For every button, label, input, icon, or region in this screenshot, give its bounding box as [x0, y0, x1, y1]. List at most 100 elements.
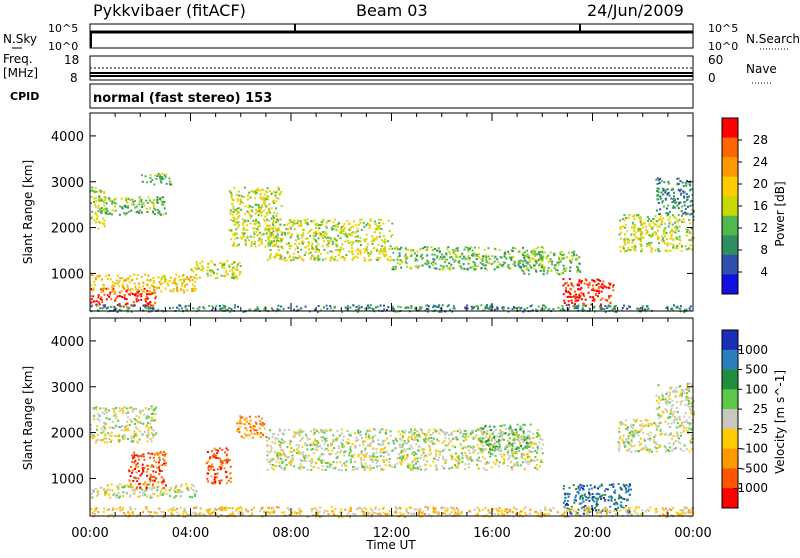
data-cell — [539, 438, 541, 440]
data-cell — [314, 432, 316, 434]
data-cell — [443, 256, 445, 258]
data-cell — [267, 243, 269, 245]
data-cell — [592, 496, 594, 498]
data-cell — [251, 243, 253, 245]
data-cell — [281, 467, 283, 469]
data-cell — [146, 471, 148, 473]
colorbar-segment — [722, 216, 738, 236]
data-cell — [376, 466, 378, 468]
data-cell — [146, 487, 148, 489]
data-cell — [150, 474, 152, 476]
data-cell — [447, 444, 449, 446]
data-cell — [658, 219, 660, 221]
data-cell — [161, 476, 163, 478]
data-cell — [152, 308, 154, 310]
data-cell — [338, 469, 340, 471]
data-cell — [109, 434, 111, 436]
data-cell — [370, 251, 372, 253]
data-cell — [201, 265, 203, 267]
data-cell — [379, 257, 381, 259]
data-cell — [228, 266, 230, 268]
data-cell — [688, 247, 690, 249]
data-cell — [286, 224, 288, 226]
data-cell — [97, 296, 99, 298]
data-cell — [238, 244, 240, 246]
data-cell — [123, 306, 125, 308]
data-cell — [102, 291, 104, 293]
data-cell — [173, 281, 175, 283]
data-cell — [284, 429, 286, 431]
data-cell — [511, 429, 513, 431]
data-cell — [131, 304, 133, 306]
data-cell — [579, 279, 581, 281]
data-cell — [620, 250, 622, 252]
data-cell — [689, 214, 691, 216]
data-cell — [592, 288, 594, 290]
data-cell — [655, 249, 657, 251]
data-cell — [489, 426, 491, 428]
data-cell — [147, 279, 149, 281]
data-cell — [151, 440, 153, 442]
data-cell — [414, 467, 416, 469]
data-cell — [372, 448, 374, 450]
plot-title: Pykkvibaer (fitACF) — [93, 1, 246, 20]
data-cell — [489, 448, 491, 450]
data-cell — [320, 235, 322, 237]
data-cell — [128, 486, 130, 488]
data-cell — [149, 307, 151, 309]
data-cell — [228, 480, 230, 482]
data-cell — [105, 434, 107, 436]
data-cell — [289, 248, 291, 250]
data-cell — [555, 269, 557, 271]
data-cell — [96, 300, 98, 302]
data-cell — [492, 433, 494, 435]
data-cell — [112, 210, 114, 212]
data-cell — [536, 449, 538, 451]
data-cell — [507, 458, 509, 460]
data-cell — [680, 305, 682, 307]
data-cell — [207, 266, 209, 268]
data-cell — [107, 489, 109, 491]
data-cell — [563, 269, 565, 271]
data-cell — [95, 206, 97, 208]
y-tick-label: 2000 — [51, 222, 84, 237]
data-cell — [470, 458, 472, 460]
data-cell — [170, 181, 172, 183]
data-cell — [438, 304, 440, 306]
data-cell — [322, 234, 324, 236]
data-cell — [254, 433, 256, 435]
data-cell — [115, 210, 117, 212]
data-cell — [478, 247, 480, 249]
data-cell — [137, 466, 139, 468]
data-cell — [472, 432, 474, 434]
freq-left-tick-bottom: 8 — [70, 71, 78, 85]
data-cell — [609, 506, 611, 508]
data-cell — [302, 451, 304, 453]
data-cell — [659, 250, 661, 252]
data-cell — [140, 409, 142, 411]
data-cell — [513, 306, 515, 308]
data-cell — [338, 448, 340, 450]
data-cell — [664, 242, 666, 244]
data-cell — [376, 462, 378, 464]
data-cell — [576, 254, 578, 256]
data-cell — [152, 480, 154, 482]
data-cell — [179, 304, 181, 306]
data-cell — [410, 249, 412, 251]
data-cell — [109, 292, 111, 294]
data-cell — [159, 469, 161, 471]
data-cell — [650, 220, 652, 222]
data-cell — [658, 242, 660, 244]
data-cell — [633, 214, 635, 216]
data-cell — [305, 222, 307, 224]
data-cell — [379, 465, 381, 467]
data-cell — [112, 427, 114, 429]
data-cell — [365, 433, 367, 435]
data-cell — [686, 309, 688, 311]
data-cell — [160, 492, 162, 494]
data-cell — [210, 468, 212, 470]
data-cell — [417, 446, 419, 448]
data-cell — [490, 429, 492, 431]
data-cell — [155, 178, 157, 180]
data-cell — [156, 287, 158, 289]
